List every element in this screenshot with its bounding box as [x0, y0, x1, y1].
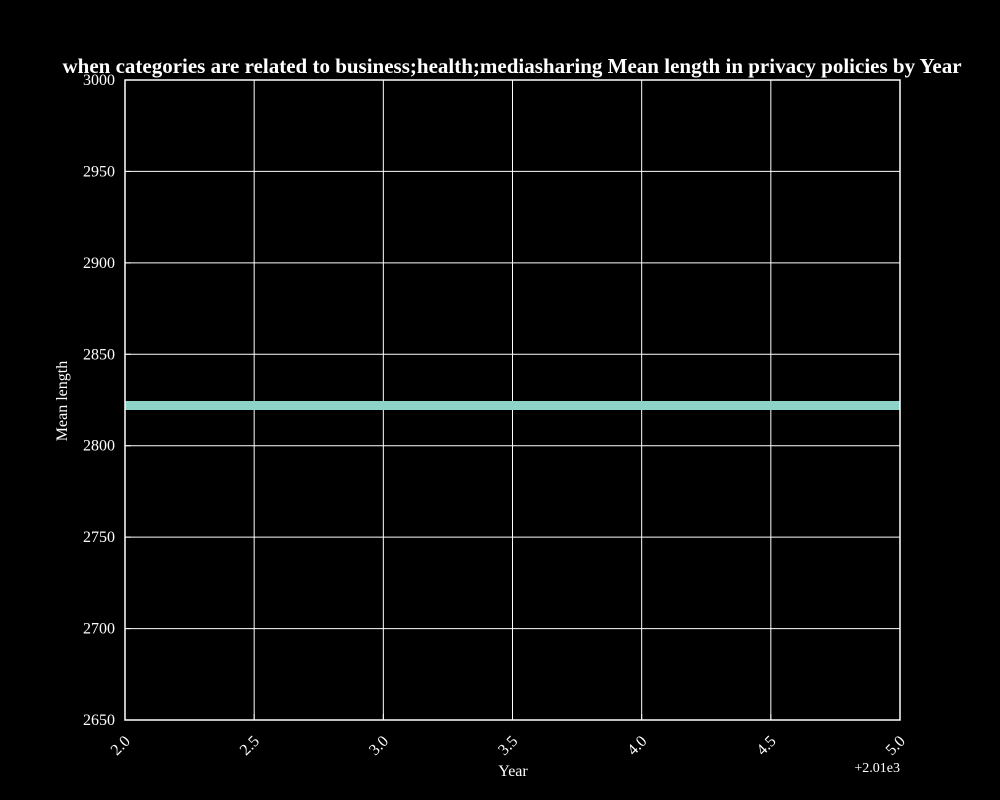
y-tick-label: 2800: [83, 438, 115, 455]
grid-lines: [124, 79, 901, 721]
x-tick-label: 4.5: [753, 733, 779, 759]
y-tick-label: 2700: [83, 621, 115, 638]
y-tick-label: 2950: [83, 163, 115, 180]
y-tick-label: 2850: [83, 346, 115, 363]
x-axis-offset-label: +2.01e3: [854, 761, 900, 776]
chart-title: when categories are related to business;…: [62, 54, 961, 78]
y-tick-label: 2650: [83, 712, 115, 729]
x-tick-label: 3.5: [495, 733, 521, 759]
x-tick-labels: 2.0 2.5 3.0 3.5 4.0 4.5 5.0: [108, 733, 909, 759]
x-tick-label: 3.0: [366, 733, 392, 759]
x-tick-label: 2.0: [108, 733, 134, 759]
y-axis-label: Mean length: [54, 361, 71, 441]
y-tick-labels: 2650 2700 2750 2800 2850 2900 2950 3000: [83, 72, 115, 729]
y-tick-label: 2750: [83, 529, 115, 546]
x-axis-label: Year: [498, 763, 528, 780]
x-tick-label: 4.0: [624, 733, 650, 759]
x-tick-label: 2.5: [237, 733, 263, 759]
y-tick-label: 3000: [83, 72, 115, 89]
y-tick-label: 2900: [83, 255, 115, 272]
x-tick-label: 5.0: [883, 733, 909, 759]
tick-marks: [124, 79, 901, 721]
